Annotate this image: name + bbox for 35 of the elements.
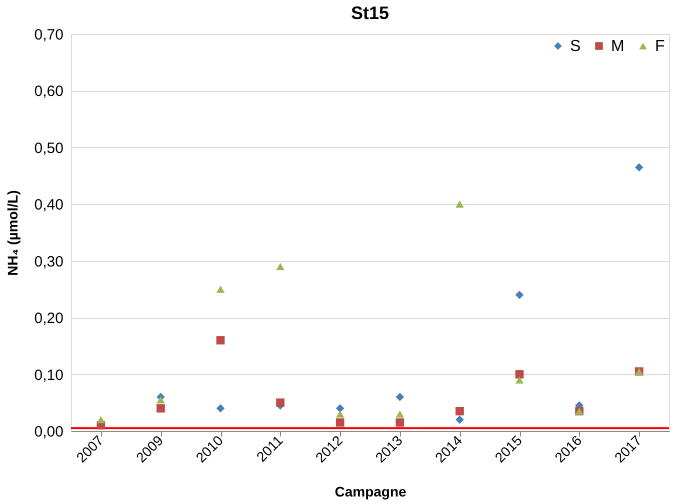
x-axis-title: Campagne (334, 483, 406, 500)
point (396, 418, 404, 427)
point (156, 404, 165, 412)
point (396, 410, 404, 418)
y-tick-label: 0,00 (34, 424, 64, 440)
point (216, 404, 225, 412)
y-axis-title: NH₄ (µmol/L) (4, 190, 20, 276)
point (456, 406, 464, 416)
point (515, 290, 524, 300)
legend-label: F (655, 38, 665, 55)
point (456, 200, 464, 208)
point (396, 392, 404, 402)
point (216, 286, 225, 293)
y-tick-label: 0,60 (34, 83, 64, 100)
y-tick-label: 0,30 (34, 253, 64, 270)
point (336, 404, 344, 412)
point (515, 376, 524, 384)
point (634, 163, 644, 172)
point (336, 410, 344, 418)
legend-label: M (611, 38, 624, 55)
y-tick-label: 0,50 (34, 140, 64, 157)
point (276, 262, 284, 270)
point (515, 370, 524, 378)
legend-label: S (570, 38, 581, 55)
y-tick-label: 0,40 (34, 196, 64, 214)
y-tick-label: 0,10 (34, 366, 64, 384)
point (336, 418, 344, 427)
chart-title: St15 (350, 3, 390, 23)
y-tick-label: 0,20 (34, 310, 64, 328)
point (216, 336, 225, 344)
point (156, 396, 165, 404)
point (276, 398, 284, 407)
point (456, 415, 464, 424)
y-tick-label: 0,70 (34, 26, 64, 44)
point (96, 416, 106, 424)
